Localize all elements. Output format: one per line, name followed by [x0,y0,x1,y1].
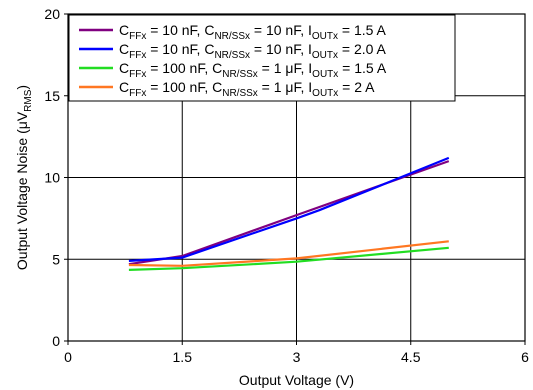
legend-box [68,14,456,102]
x-axis-title: Output Voltage (V) [239,372,354,388]
y-tick-label: 10 [44,170,60,186]
series-line-4 [128,240,449,267]
x-tick-label: 3 [293,349,301,365]
ticks: 0 1.5 3 4.5 6 0 5 10 15 20 [44,6,529,365]
y-axis-title-main: Output Voltage Noise ( [14,129,30,270]
legend-label-4: CFFx = 100 nF, CNR/SSx = 1 μF, IOUTx = 2… [119,79,375,99]
x-tick-label: 0 [64,349,72,365]
y-tick-label: 0 [52,333,60,349]
legend-label-3: CFFx = 100 nF, CNR/SSx = 1 μF, IOUTx = 1… [119,60,387,80]
x-tick-label: 6 [521,349,529,365]
legend: CFFx = 10 nF, CNR/SSx = 10 nF, IOUTx = 1… [68,14,456,102]
y-axis-title-unit: μV [14,111,30,129]
legend-label-1: CFFx = 10 nF, CNR/SSx = 10 nF, IOUTx = 1… [119,22,387,42]
series-lines [128,156,450,271]
y-tick-label: 15 [44,88,60,104]
y-tick-label: 20 [44,6,60,22]
y-tick-label: 5 [52,251,60,267]
y-axis-title: Output Voltage Noise (μVRMS) [14,85,34,270]
series-line-2 [128,156,450,262]
y-axis-title-close: ) [14,85,30,90]
y-axis-title-subscript: RMS [23,89,34,112]
legend-label-2: CFFx = 10 nF, CNR/SSx = 10 nF, IOUTx = 2… [119,41,387,61]
x-tick-label: 4.5 [401,349,421,365]
x-tick-label: 1.5 [173,349,193,365]
series-line-3 [128,246,449,271]
